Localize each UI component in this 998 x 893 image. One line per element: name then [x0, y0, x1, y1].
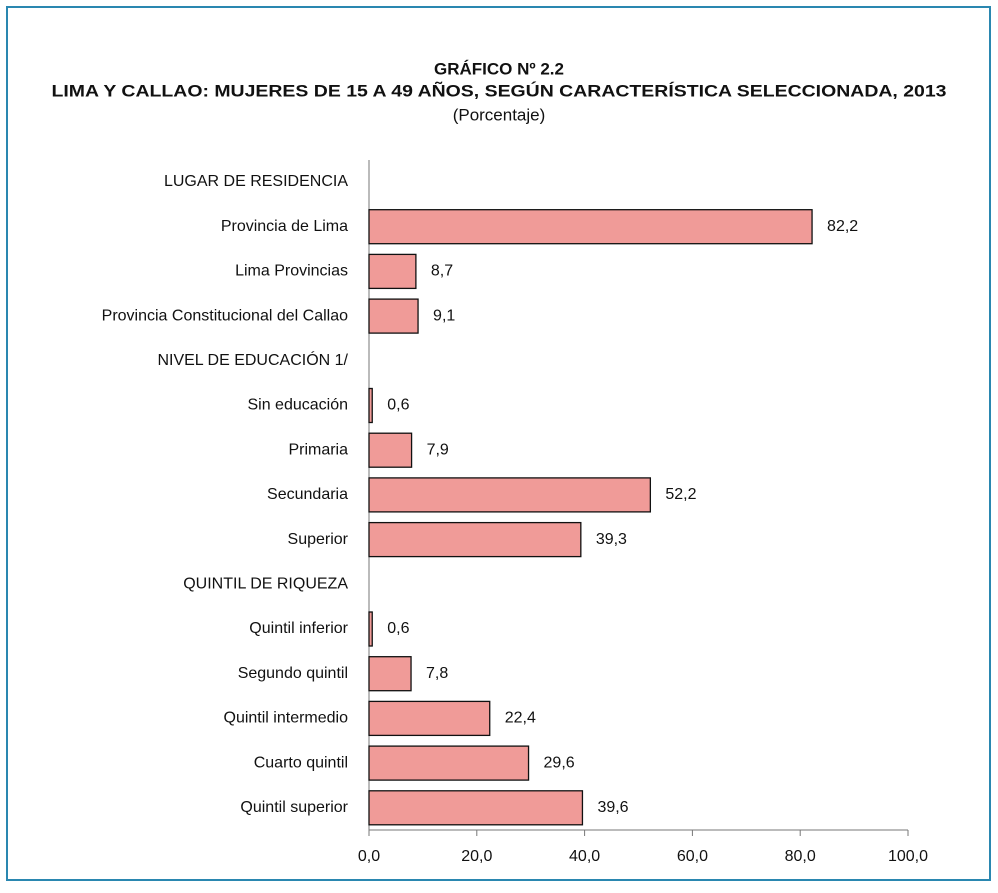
y-tick-label: Provincia Constitucional del Callao [102, 307, 348, 324]
bar [368, 656, 412, 692]
data-label: 22,4 [505, 710, 536, 727]
bar [368, 432, 413, 468]
bar [368, 745, 530, 781]
data-label: 7,8 [426, 665, 448, 682]
bar [368, 477, 652, 513]
x-tick-label: 20,0 [461, 848, 492, 865]
chart-subtitle: LIMA Y CALLAO: MUJERES DE 15 A 49 AÑOS, … [52, 80, 947, 100]
bar [368, 209, 813, 245]
data-label: 52,2 [665, 486, 696, 503]
unit-note: (Porcentaje) [453, 105, 546, 124]
y-tick-label: Cuarto quintil [254, 754, 348, 771]
bar [368, 387, 373, 424]
data-label: 39,6 [597, 799, 628, 816]
y-tick-label: Quintil inferior [249, 620, 348, 637]
x-tick-label: 60,0 [677, 848, 708, 865]
bar [368, 253, 417, 290]
frame [6, 6, 991, 881]
data-label: 29,6 [544, 754, 575, 771]
x-tick-label: 0,0 [358, 848, 380, 865]
data-label: 7,9 [427, 441, 449, 458]
y-tick-label: Superior [288, 531, 349, 548]
x-tick-label: 80,0 [785, 848, 816, 865]
y-tick-label: Segundo quintil [238, 665, 348, 682]
chart-title: GRÁFICO Nº 2.2 [434, 59, 564, 78]
bar [368, 298, 419, 334]
x-tick-label: 100,0 [888, 848, 928, 865]
bar [368, 700, 491, 737]
data-label: 8,7 [431, 263, 453, 280]
y-tick-label: Primaria [288, 441, 348, 458]
x-tick-label: 40,0 [569, 848, 600, 865]
y-tick-label: NIVEL DE EDUCACIÓN 1/ [157, 350, 348, 369]
bar [368, 790, 584, 826]
y-tick-label: Quintil superior [240, 799, 348, 816]
bar [368, 521, 582, 558]
y-tick-label: Secundaria [267, 486, 348, 503]
data-label: 0,6 [387, 620, 409, 637]
data-label: 9,1 [433, 307, 455, 324]
y-tick-label: LUGAR DE RESIDENCIA [164, 173, 348, 190]
y-tick-label: Provincia de Lima [221, 218, 348, 235]
y-tick-label: Lima Provincias [235, 263, 348, 280]
y-tick-label: Quintil intermedio [224, 710, 349, 727]
y-tick-label: Sin educación [247, 397, 348, 414]
y-tick-label: QUINTIL DE RIQUEZA [183, 576, 348, 593]
bar [368, 611, 373, 647]
data-label: 82,2 [827, 218, 858, 235]
data-label: 39,3 [596, 531, 627, 548]
data-label: 0,6 [387, 397, 409, 414]
